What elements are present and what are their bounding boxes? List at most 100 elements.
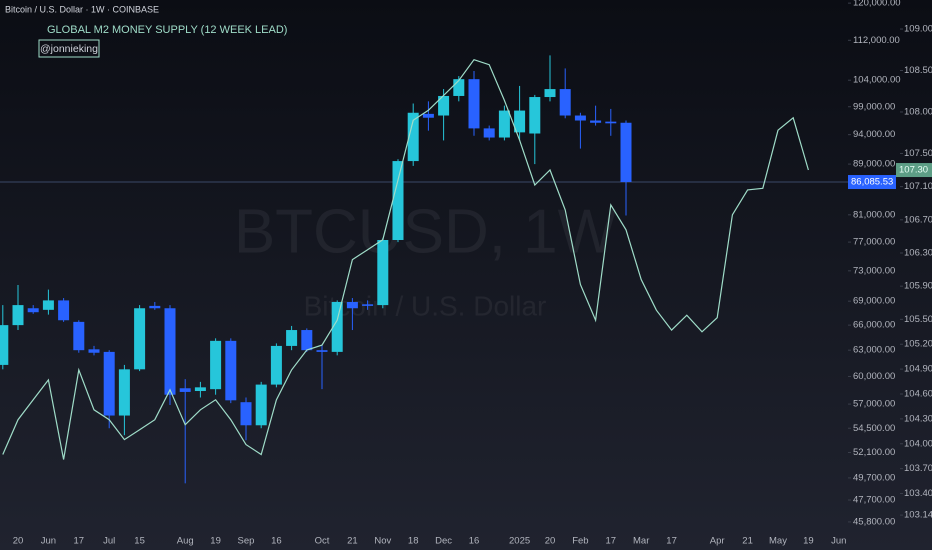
candle-body [392, 161, 404, 241]
candle-body [590, 120, 602, 123]
candle-body [103, 351, 115, 416]
y-tick-label: 81,000.00 [853, 209, 895, 220]
candle-body [468, 79, 480, 129]
x-tick-label: Mar [633, 536, 649, 547]
watermark: BTCUSD, 1W [234, 197, 617, 266]
y2-tick-label: 108.50 [904, 65, 932, 76]
x-tick-label: May [769, 536, 787, 547]
candle-body [286, 330, 298, 346]
line-label: 107.30 [899, 165, 928, 176]
candle-body [529, 97, 541, 134]
y2-tick-label: 104.00 [904, 438, 932, 449]
candle-body [331, 301, 343, 352]
y2-tick-label: 103.14 [904, 510, 932, 521]
candle-body [58, 300, 70, 321]
candle-body [544, 89, 556, 98]
candle-body [514, 110, 526, 133]
candle-body [620, 122, 632, 183]
candle-body [194, 387, 206, 392]
x-tick-label: Jul [103, 536, 115, 547]
y-tick-label: 66,000.00 [853, 320, 895, 331]
y-tick-label: 54,500.00 [853, 423, 895, 434]
candle-body [179, 388, 191, 392]
candle-body [346, 301, 358, 309]
y-tick-label: 60,000.00 [853, 371, 895, 382]
y-tick-label: 73,000.00 [853, 265, 895, 276]
candle-body [407, 112, 419, 162]
x-tick-label: 15 [134, 536, 145, 547]
x-tick-label: 16 [271, 536, 282, 547]
line-series [2, 58, 809, 460]
candle-body [574, 115, 586, 121]
y-tick-label: 63,000.00 [853, 345, 895, 356]
candle-body [438, 95, 450, 116]
x-tick-label: 18 [408, 536, 419, 547]
x-tick-label: Apr [710, 536, 725, 547]
candle-body [134, 308, 146, 370]
author: @jonnieking [40, 43, 98, 55]
candle-body [605, 121, 617, 124]
y-tick-label: 89,000.00 [853, 159, 895, 170]
y-tick-label: 69,000.00 [853, 296, 895, 307]
x-tick-label: 16 [469, 536, 480, 547]
x-tick-label: 17 [606, 536, 617, 547]
x-tick-label: Oct [315, 536, 330, 547]
candle-body [362, 304, 374, 306]
author-box [38, 39, 100, 58]
y-tick-label: 94,000.00 [853, 129, 895, 140]
candle-body [225, 340, 237, 401]
x-tick-label: Nov [374, 536, 391, 547]
y2-tick-label: 109.00 [904, 24, 932, 35]
candle-body [73, 321, 85, 351]
y-tick-label: 45,800.00 [853, 516, 895, 527]
y2-tick-label: 105.90 [904, 281, 932, 292]
y-tick-label: 120,000.00 [853, 0, 901, 9]
y2-tick-label: 107.10 [904, 181, 932, 192]
x-tick-label: 21 [347, 536, 358, 547]
x-tick-label: Feb [572, 536, 588, 547]
candle-body [559, 89, 571, 116]
y-tick-label: 99,000.00 [853, 101, 895, 112]
x-tick-label: 17 [74, 536, 85, 547]
x-tick-label: 2025 [509, 536, 530, 547]
candle-body [210, 340, 222, 390]
y2-tick-label: 103.70 [904, 463, 932, 474]
candle-body [164, 308, 176, 395]
y-tick-label: 47,700.00 [853, 495, 895, 506]
y2-tick-label: 106.30 [904, 248, 932, 259]
x-tick-label: 17 [666, 536, 677, 547]
y-tick-label: 49,700.00 [853, 472, 895, 483]
plot-area [0, 55, 809, 484]
candle-body [377, 240, 389, 306]
y-tick-label: 52,100.00 [853, 447, 895, 458]
x-tick-label: Jun [831, 536, 846, 547]
legend-entry: Bitcoin / U.S. Dollar · 1W · COINBASE [5, 4, 159, 14]
candle-body [483, 128, 495, 138]
candle-body [149, 305, 161, 309]
candle-body [12, 305, 24, 326]
candle-body [453, 79, 465, 96]
candle-body [240, 402, 252, 426]
y2-tick-label: 108.00 [904, 106, 932, 117]
x-tick-label: 19 [803, 536, 814, 547]
y-tick-label: 112,000.00 [853, 35, 900, 46]
y2-tick-label: 106.70 [904, 214, 932, 225]
watermark-sub: Bitcoin / U.S. Dollar [304, 290, 547, 321]
x-tick-label: 19 [210, 536, 221, 547]
price-label: 86,085.53 [851, 177, 893, 188]
y-tick-label: 104,000.00 [853, 75, 901, 86]
y-tick-label: 57,000.00 [853, 399, 895, 410]
line-label-box [896, 163, 932, 178]
x-tick-label: 21 [742, 536, 753, 547]
candle-body [422, 113, 434, 118]
y2-tick-label: 104.60 [904, 389, 932, 400]
x-tick-label: 20 [545, 536, 556, 547]
candle-body [42, 300, 54, 310]
y2-tick-label: 103.40 [904, 488, 932, 499]
y-tick-label: 77,000.00 [853, 237, 895, 248]
y2-tick-label: 105.50 [904, 314, 932, 325]
price-label-box [848, 175, 896, 190]
candle-body [88, 349, 100, 353]
